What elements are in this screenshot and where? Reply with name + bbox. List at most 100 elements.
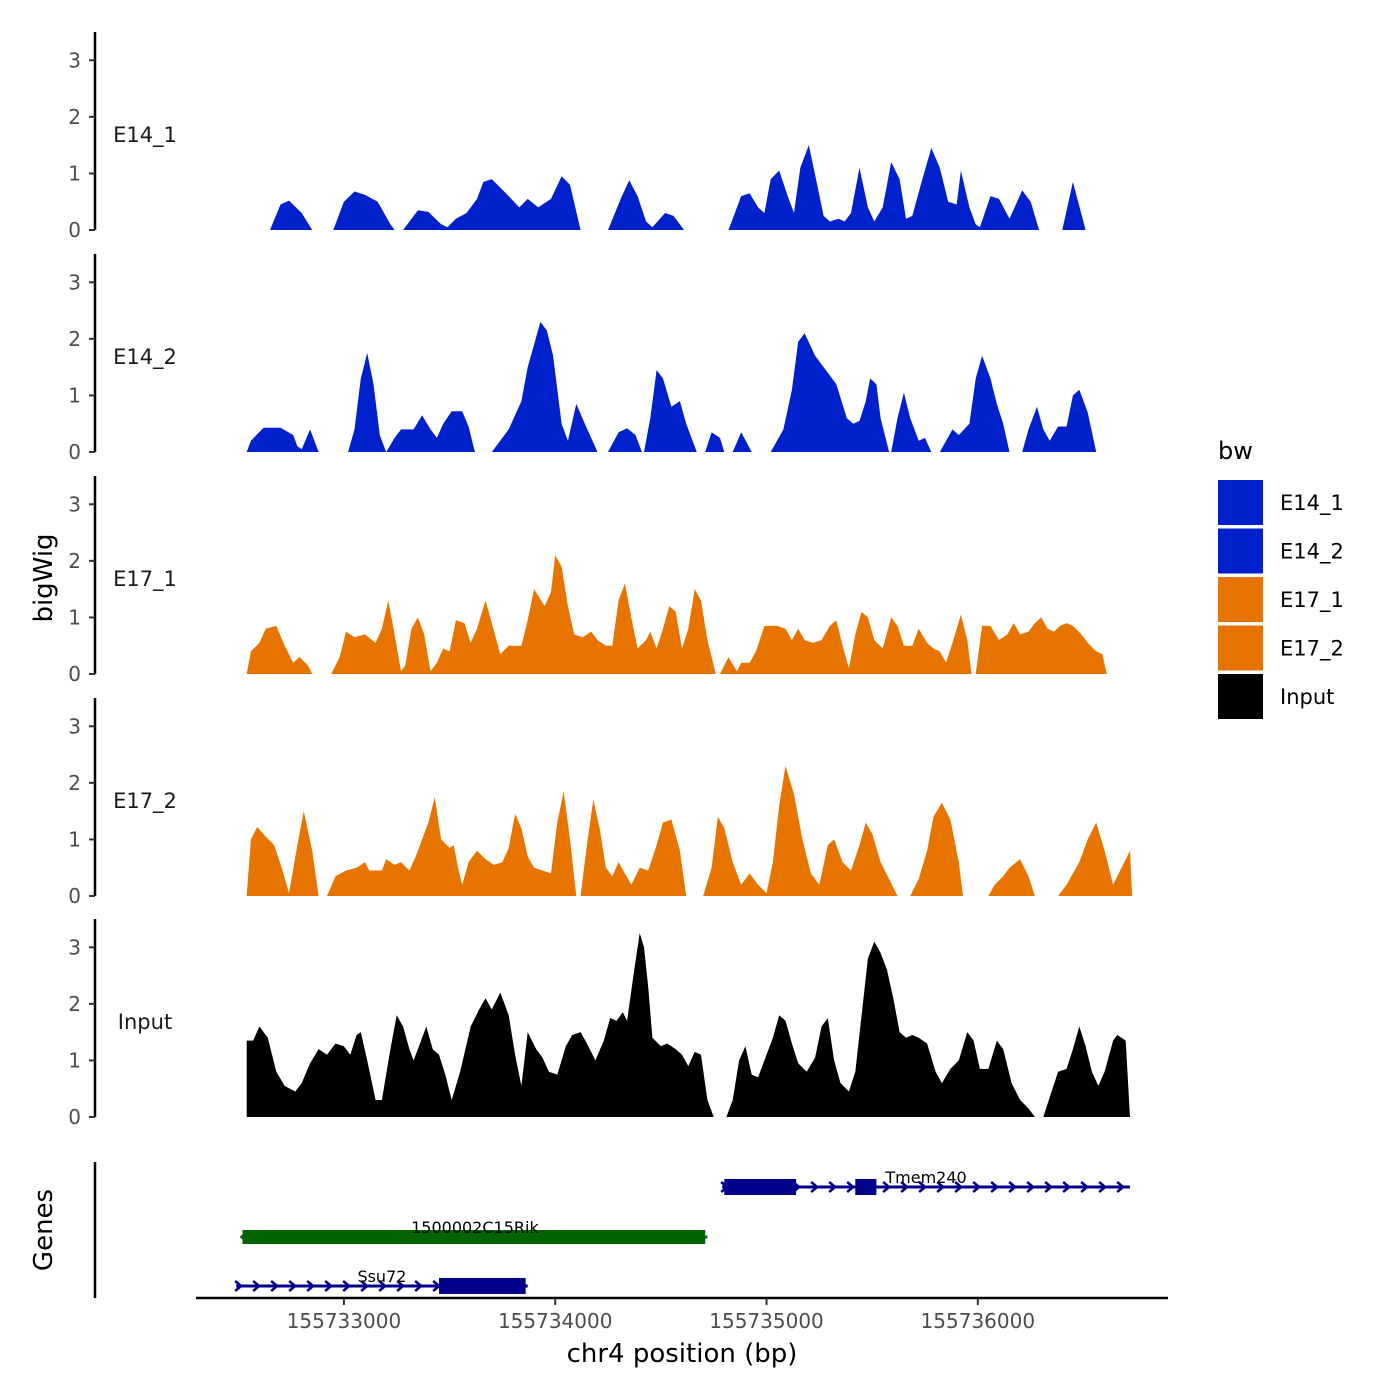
coverage-area-E14_2-0 (246, 427, 319, 452)
y-tick-label: 1 (68, 383, 81, 407)
gene-Ssu72: Ssu72 (234, 1267, 528, 1294)
y-axis-title: bigWig (29, 533, 59, 622)
y-tick-label: 2 (68, 992, 81, 1016)
coverage-area-E17_1-2 (720, 611, 972, 674)
track-label: E14_2 (113, 345, 177, 370)
x-tick-label: 155733000 (287, 1309, 402, 1333)
exon-0 (724, 1179, 797, 1195)
genes-axis-title: Genes (29, 1189, 59, 1271)
coverage-area-E17_2-0 (246, 811, 319, 896)
legend-title: bw (1218, 437, 1253, 465)
legend-label: Input (1280, 685, 1334, 709)
coverage-area-E14_2-7 (770, 333, 890, 452)
legend-key-E17_1 (1218, 577, 1263, 622)
coverage-area-E14_1-5 (1062, 181, 1086, 230)
track-panel-E14_2: 0 1 2 3 E14_2 (68, 254, 1097, 464)
legend-key-E14_2 (1218, 528, 1263, 574)
strand-arrow (234, 1280, 244, 1292)
strand-arrow (882, 1181, 892, 1193)
coverage-area-E14_2-2 (491, 321, 598, 452)
y-tick-label: 0 (68, 440, 81, 464)
coverage-area-E14_2-8 (891, 392, 932, 452)
y-tick-label: 0 (68, 662, 81, 686)
legend: E14_1 E14_2 E17_1 E17_2 Input (1218, 480, 1344, 719)
coverage-area-E17_2-1 (327, 791, 577, 896)
y-tick-label: 3 (68, 935, 81, 959)
coverage-area-Input-1 (726, 941, 1035, 1117)
coverage-area-E14_1-0 (270, 200, 313, 230)
coverage-area-E17_2-3 (703, 765, 898, 896)
y-tick-label: 3 (68, 270, 81, 294)
strand-arrow (918, 1181, 928, 1193)
y-tick-label: 2 (68, 105, 81, 129)
strand-arrow (990, 1181, 1000, 1193)
gene-label: Tmem240 (884, 1168, 966, 1187)
x-tick-label: 155734000 (498, 1309, 613, 1333)
coverage-area-Input-2 (1043, 1026, 1130, 1117)
y-tick-label: 3 (68, 714, 81, 738)
coverage-area-E14_2-4 (644, 370, 697, 452)
strand-arrow (378, 1280, 388, 1292)
y-tick-label: 2 (68, 549, 81, 573)
coverage-area-E14_2-9 (939, 355, 1010, 452)
strand-arrow (972, 1181, 982, 1193)
exon-1 (855, 1179, 877, 1195)
strand-arrow (342, 1280, 352, 1292)
coverage-area-Input-0 (246, 933, 714, 1117)
strand-arrow (846, 1181, 856, 1193)
strand-arrow (324, 1280, 334, 1292)
coverage-area-E14_2-1 (348, 353, 475, 452)
strand-arrow (252, 1280, 262, 1292)
coverage-area-E14_2-5 (705, 432, 725, 452)
coverage-area-E17_1-1 (331, 555, 716, 674)
coverage-area-E17_2-4 (910, 802, 963, 896)
y-tick-label: 1 (68, 605, 81, 629)
track-panel-E17_2: 0 1 2 3 E17_2 (68, 698, 1133, 908)
strand-arrow (1008, 1181, 1018, 1193)
y-tick-label: 0 (68, 884, 81, 908)
strand-arrow (1026, 1181, 1036, 1193)
track-label: E17_1 (113, 567, 177, 592)
strand-arrow (396, 1280, 406, 1292)
coverage-area-E17_2-2 (580, 799, 687, 896)
coverage-area-E14_2-10 (1022, 389, 1097, 452)
gene-Tmem240: Tmem240 (720, 1168, 1130, 1195)
exon-0 (439, 1278, 526, 1294)
strand-arrow (828, 1181, 838, 1193)
y-tick-label: 0 (68, 218, 81, 242)
legend-label: E17_2 (1280, 637, 1344, 662)
track-label: E14_1 (113, 123, 177, 148)
coverage-area-E17_2-6 (1058, 822, 1133, 896)
legend-label: E14_2 (1280, 540, 1344, 565)
coverage-area-E14_1-4 (728, 145, 1040, 230)
coverage-area-E17_2-5 (988, 859, 1035, 896)
y-tick-label: 1 (68, 1048, 81, 1072)
gene-label: Ssu72 (357, 1267, 406, 1286)
strand-arrow (270, 1280, 280, 1292)
strand-arrow (810, 1181, 820, 1193)
legend-key-Input (1218, 674, 1263, 719)
coverage-area-E14_2-3 (608, 428, 642, 452)
y-tick-label: 0 (68, 1105, 81, 1129)
coverage-area-E14_1-1 (333, 191, 395, 230)
coverage-area-E17_1-0 (246, 625, 313, 674)
strand-arrow (1044, 1181, 1054, 1193)
legend-label: E17_1 (1280, 588, 1344, 613)
strand-arrow (414, 1280, 424, 1292)
strand-arrow (1080, 1181, 1090, 1193)
strand-arrow (1098, 1181, 1108, 1193)
x-axis: 155733000 155734000 155735000 155736000 (196, 1296, 1168, 1333)
y-tick-label: 3 (68, 48, 81, 72)
strand-arrow (288, 1280, 298, 1292)
strand-arrow (954, 1181, 964, 1193)
track-panel-E14_1: 0 1 2 3 E14_1 (68, 32, 1086, 242)
coverage-area-E14_1-2 (403, 176, 581, 230)
strand-arrow (360, 1280, 370, 1292)
legend-key-E17_2 (1218, 625, 1263, 671)
gene-label: 1500002C15Rik (411, 1218, 539, 1237)
track-panels: 0 1 2 3 E14_1 0 1 2 3 E14_2 0 1 2 3 E17_1 0 1 2 3 E17_2 0 1 2 3… (68, 32, 1133, 1129)
x-tick-label: 155736000 (921, 1309, 1036, 1333)
coverage-area-E14_1-3 (608, 180, 685, 230)
x-axis-title: chr4 position (bp) (567, 1339, 798, 1369)
strand-arrow (306, 1280, 316, 1292)
